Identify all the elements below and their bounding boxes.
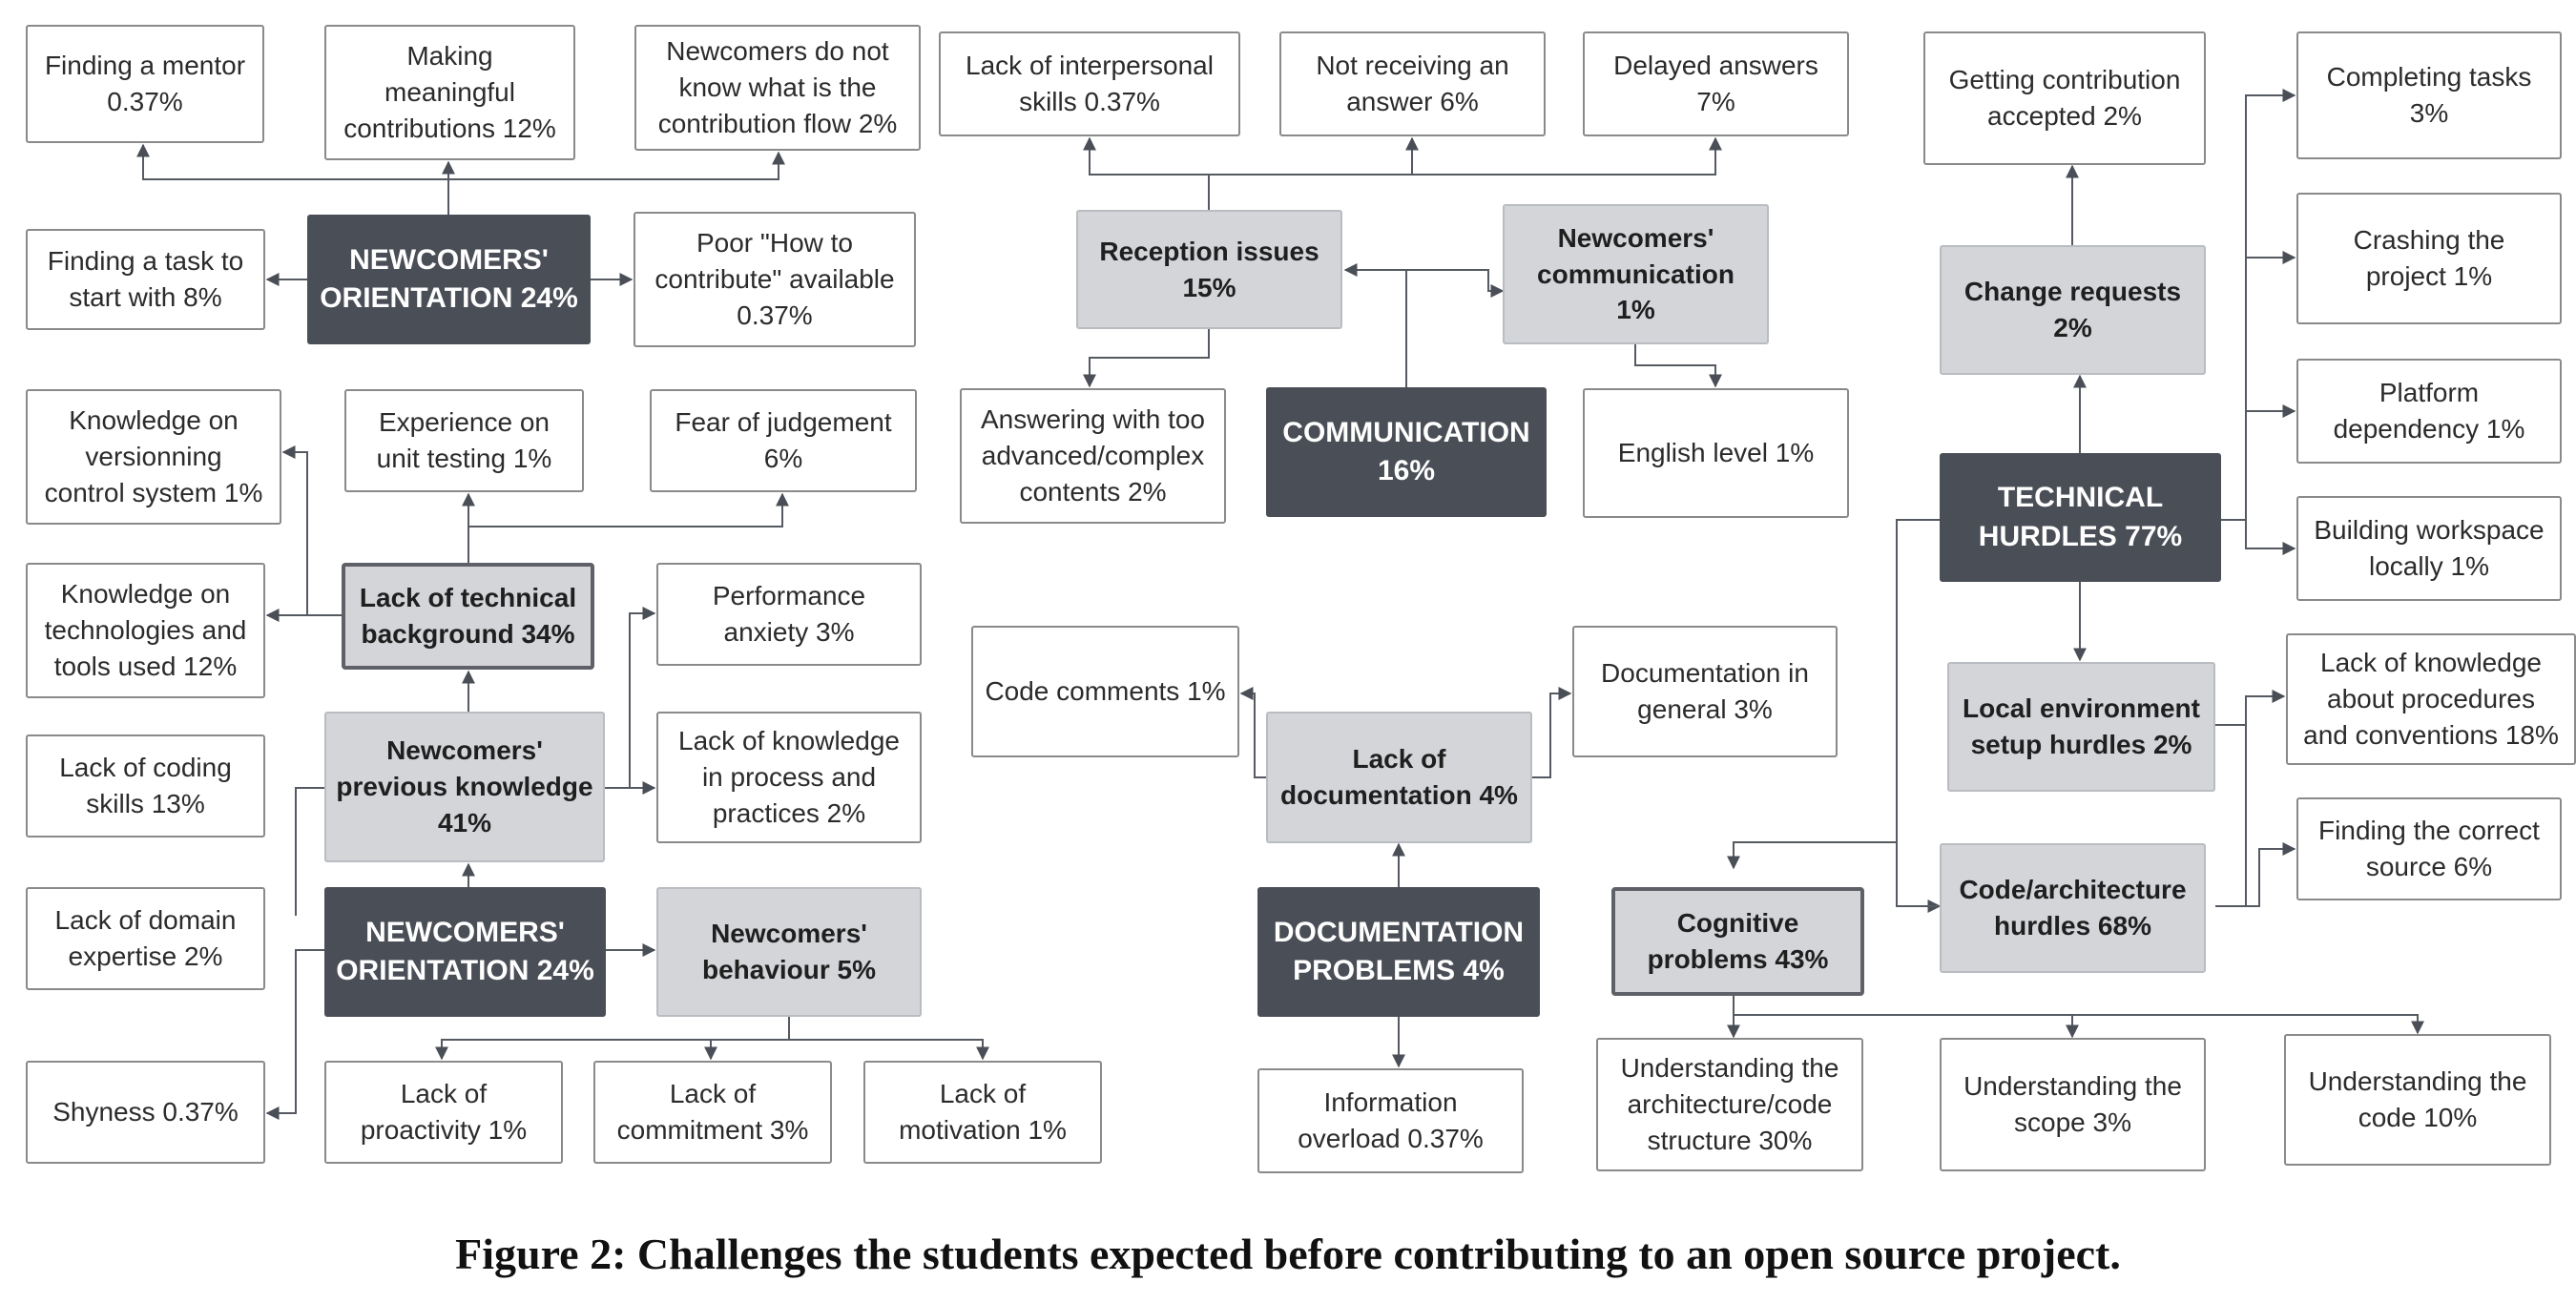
edge-reception-advanced [1083, 329, 1210, 388]
node-understanding-code: Understanding the code 10% [2284, 1034, 2551, 1166]
edge-cognitive-scope [1734, 1014, 2079, 1039]
node-code-architecture: Code/architecture hurdles 68% [1940, 843, 2206, 973]
edge-prevknow-perf [605, 607, 656, 789]
node-newcomers-orientation-bottom: NEWCOMERS' ORIENTATION 24% [324, 887, 606, 1017]
node-reception-issues: Reception issues 15% [1076, 210, 1342, 329]
edge-technical-codearch [1896, 519, 1942, 913]
edge-orient2-shyness [265, 949, 324, 1120]
node-contribution-accepted: Getting contribution accepted 2% [1923, 31, 2206, 165]
node-newcomers-orientation-top: NEWCOMERS' ORIENTATION 24% [307, 215, 591, 344]
node-building-workspace: Building workspace locally 1% [2296, 496, 2562, 601]
edge-localenv-procedures [2215, 690, 2286, 726]
node-correct-source: Finding the correct source 6% [2296, 797, 2562, 900]
edge-lackdoc-codecomments [1239, 687, 1266, 778]
node-completing-tasks: Completing tasks 3% [2296, 31, 2562, 159]
node-proactivity: Lack of proactivity 1% [324, 1061, 563, 1164]
node-platform-dependency: Platform dependency 1% [2296, 359, 2562, 464]
node-code-comments: Code comments 1% [971, 626, 1239, 757]
node-previous-knowledge: Newcomers' previous knowledge 41% [324, 712, 605, 862]
edge-technical-completing [2221, 89, 2296, 521]
node-documentation-problems: DOCUMENTATION PROBLEMS 4% [1257, 887, 1540, 1017]
node-poor-how-to-contribute: Poor "How to contribute" available 0.37% [634, 212, 916, 347]
node-lack-of-documentation: Lack of documentation 4% [1266, 712, 1532, 843]
node-crashing-project: Crashing the project 1% [2296, 193, 2562, 324]
node-delayed-answers: Delayed answers 7% [1583, 31, 1849, 136]
figure-caption: Figure 2: Challenges the students expect… [455, 1230, 2121, 1278]
node-commitment: Lack of commitment 3% [593, 1061, 832, 1164]
node-english-level: English level 1% [1583, 388, 1849, 518]
node-interpersonal-skills: Lack of interpersonal skills 0.37% [939, 31, 1240, 136]
node-local-environment: Local environment setup hurdles 2% [1947, 662, 2215, 792]
node-motivation: Lack of motivation 1% [863, 1061, 1102, 1164]
node-domain-expertise: Lack of domain expertise 2% [26, 887, 265, 990]
node-unit-testing: Experience on unit testing 1% [344, 389, 584, 492]
node-change-requests: Change requests 2% [1940, 245, 2206, 375]
node-procedures-conventions: Lack of knowledge about procedures and c… [2286, 633, 2576, 765]
edge-codearch-procedures [2215, 725, 2247, 907]
edge-reception-delayed [1412, 136, 1722, 176]
node-contribution-flow: Newcomers do not know what is the contri… [634, 25, 921, 151]
node-technologies-tools: Knowledge on technologies and tools used… [26, 563, 265, 698]
node-finding-mentor: Finding a mentor 0.37% [26, 25, 264, 143]
edge-cognitive-code [2072, 1014, 2424, 1035]
node-newcomers-communication: Newcomers' communication 1% [1503, 204, 1769, 344]
edge-technical-workspace [2245, 520, 2296, 555]
edge-codearch-correctsource [2215, 842, 2296, 907]
node-architecture-structure: Understanding the architecture/code stru… [1596, 1038, 1863, 1171]
node-newcomers-behaviour: Newcomers' behaviour 5% [656, 887, 922, 1017]
edge-orient1-flow [448, 151, 785, 180]
node-finding-task: Finding a task to start with 8% [26, 229, 265, 330]
edge-techbg-vcs [281, 445, 342, 616]
edge-comm-hub [1343, 263, 1407, 387]
node-meaningful-contributions: Making meaningful contributions 12% [324, 25, 575, 160]
edge-newcomm-english [1634, 344, 1722, 388]
edge-reception-noanswer [1209, 136, 1419, 176]
edge-techbg-fear [468, 492, 789, 527]
edges-group [136, 89, 2424, 1120]
edge-lackdoc-docgeneral [1532, 687, 1572, 778]
node-not-receiving-answer: Not receiving an answer 6% [1279, 31, 1546, 136]
node-cognitive-problems: Cognitive problems 43% [1611, 887, 1864, 996]
node-technical-hurdles: TECHNICAL HURDLES 77% [1940, 453, 2221, 582]
edge-behaviour-motivation [789, 1039, 989, 1061]
edge-comm-newcomm [1406, 269, 1505, 298]
node-coding-skills: Lack of coding skills 13% [26, 734, 265, 838]
node-advanced-contents: Answering with too advanced/complex cont… [960, 388, 1226, 524]
node-shyness: Shyness 0.37% [26, 1061, 265, 1164]
edge-codearch-cognitive [1727, 841, 1940, 907]
node-documentation-general: Documentation in general 3% [1572, 626, 1838, 757]
edge-reception-interpersonal [1083, 136, 1210, 210]
node-understanding-scope: Understanding the scope 3% [1940, 1038, 2206, 1171]
node-versionning-control: Knowledge on versionning control system … [26, 389, 281, 525]
node-communication: COMMUNICATION 16% [1266, 387, 1547, 517]
node-lack-technical-background: Lack of technical background 34% [342, 563, 594, 670]
node-performance-anxiety: Performance anxiety 3% [656, 563, 922, 666]
edge-behaviour-proactivity [435, 1017, 790, 1061]
node-fear-of-judgement: Fear of judgement 6% [650, 389, 917, 492]
node-information-overload: Information overload 0.37% [1257, 1068, 1524, 1173]
node-process-practices: Lack of knowledge in process and practic… [656, 712, 922, 843]
edge-prevknow-coding [295, 787, 324, 916]
